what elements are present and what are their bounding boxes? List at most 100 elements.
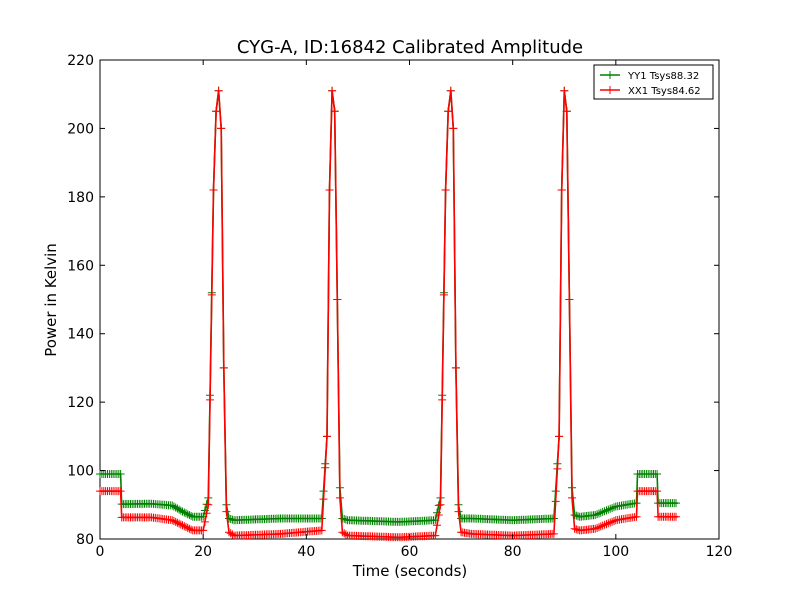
data-point: [168, 501, 177, 510]
data-point: [182, 509, 190, 518]
data-point: [549, 529, 558, 538]
data-point: [600, 507, 609, 516]
data-point: [328, 86, 337, 95]
x-tick-label: 80: [504, 544, 522, 560]
x-tick-label: 100: [602, 544, 629, 560]
data-point: [431, 531, 440, 540]
data-point: [551, 497, 560, 506]
data-point: [593, 524, 602, 532]
data-point: [570, 511, 579, 519]
data-point: [199, 526, 208, 535]
x-tick-label: 60: [401, 544, 419, 560]
data-point: [653, 487, 662, 496]
data-point: [222, 507, 231, 516]
data-point: [175, 519, 184, 528]
data-point: [175, 505, 184, 514]
series-2: [96, 86, 680, 542]
y-tick-label: 100: [67, 464, 94, 480]
data-point: [610, 517, 618, 525]
data-point: [451, 363, 460, 372]
data-point: [606, 518, 615, 527]
legend: YY1 Tsys88.32 XX1 Tsys84.62: [593, 64, 714, 100]
data-point: [608, 517, 617, 526]
data-point: [202, 500, 211, 509]
data-point: [434, 501, 443, 510]
data-point: [182, 523, 190, 531]
data-point: [168, 516, 177, 525]
data-point: [602, 520, 611, 529]
data-point: [553, 464, 562, 473]
data-point: [180, 508, 189, 517]
data-point: [446, 86, 455, 95]
data-point: [207, 290, 216, 299]
data-point: [562, 107, 571, 116]
data-point: [169, 502, 178, 511]
data-point: [171, 517, 180, 526]
data-point: [325, 186, 334, 194]
y-tick-label: 180: [67, 190, 94, 206]
y-tick-label: 120: [67, 395, 94, 411]
data-point: [439, 290, 448, 299]
data-point: [187, 525, 196, 534]
data-point: [180, 522, 189, 531]
data-point: [438, 395, 447, 404]
data-point: [595, 509, 603, 518]
data-point: [434, 511, 443, 519]
data-point: [595, 523, 603, 532]
data-point: [441, 186, 450, 194]
y-tick-label: 160: [67, 258, 94, 274]
data-point: [436, 500, 445, 509]
data-point: [173, 504, 182, 513]
data-point: [602, 506, 611, 515]
data-point: [169, 517, 178, 525]
data-point: [187, 511, 196, 520]
data-point: [214, 86, 223, 95]
y-tick-label: 80: [76, 532, 94, 548]
data-point: [333, 295, 342, 304]
x-tick-label: 20: [194, 544, 212, 560]
data-point: [555, 432, 564, 441]
data-point: [653, 470, 662, 478]
data-point: [321, 463, 330, 472]
data-point: [217, 124, 226, 133]
chart-title: CYG-A, ID:16842 Calibrated Amplitude: [237, 37, 583, 58]
data-point: [183, 523, 192, 532]
x-tick-label: 40: [297, 544, 315, 560]
data-point: [173, 518, 182, 527]
data-point: [228, 530, 237, 539]
data-point: [593, 510, 602, 519]
data-point: [219, 363, 228, 372]
data-point: [606, 504, 615, 513]
data-point: [341, 530, 350, 539]
data-point: [560, 86, 569, 95]
data-point: [185, 511, 194, 519]
legend-box: [593, 64, 714, 100]
data-point: [178, 521, 187, 530]
data-point: [672, 512, 680, 521]
data-point: [206, 395, 214, 404]
data-point: [604, 505, 613, 514]
data-point: [202, 509, 211, 518]
data-point: [330, 107, 339, 116]
y-axis-title: Power in Kelvin: [42, 243, 60, 357]
data-point: [176, 520, 185, 529]
data-point: [178, 507, 187, 516]
plot-area: [99, 59, 720, 540]
data-point: [596, 508, 605, 517]
data-point: [116, 487, 125, 496]
data-point: [454, 507, 463, 516]
data-point: [570, 524, 579, 533]
data-point: [323, 432, 331, 441]
x-tick-label: 0: [96, 544, 105, 560]
data-point: [176, 506, 185, 515]
data-point: [568, 493, 576, 502]
data-point: [598, 507, 607, 516]
data-point: [672, 499, 680, 508]
data-point: [572, 525, 581, 534]
data-point: [444, 107, 453, 116]
data-point: [171, 503, 180, 512]
data-point: [319, 495, 328, 504]
data-point: [600, 520, 609, 529]
data-point: [185, 524, 194, 533]
